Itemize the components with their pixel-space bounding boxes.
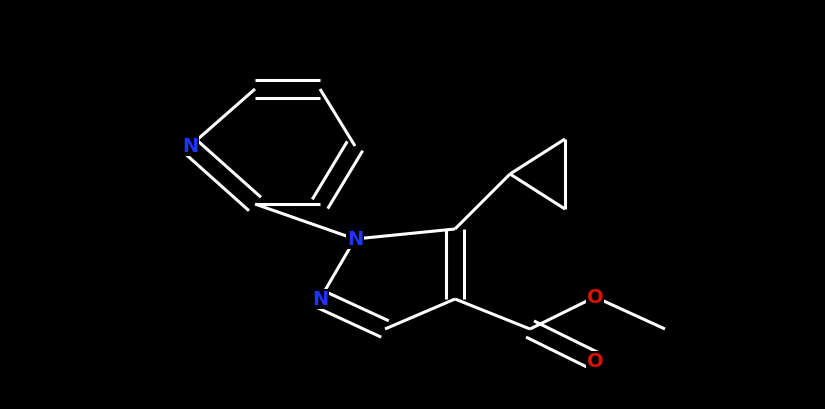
Text: N: N [182, 137, 198, 156]
Text: O: O [587, 352, 603, 371]
Text: N: N [312, 290, 328, 309]
Text: N: N [346, 230, 363, 249]
Text: O: O [587, 288, 603, 307]
